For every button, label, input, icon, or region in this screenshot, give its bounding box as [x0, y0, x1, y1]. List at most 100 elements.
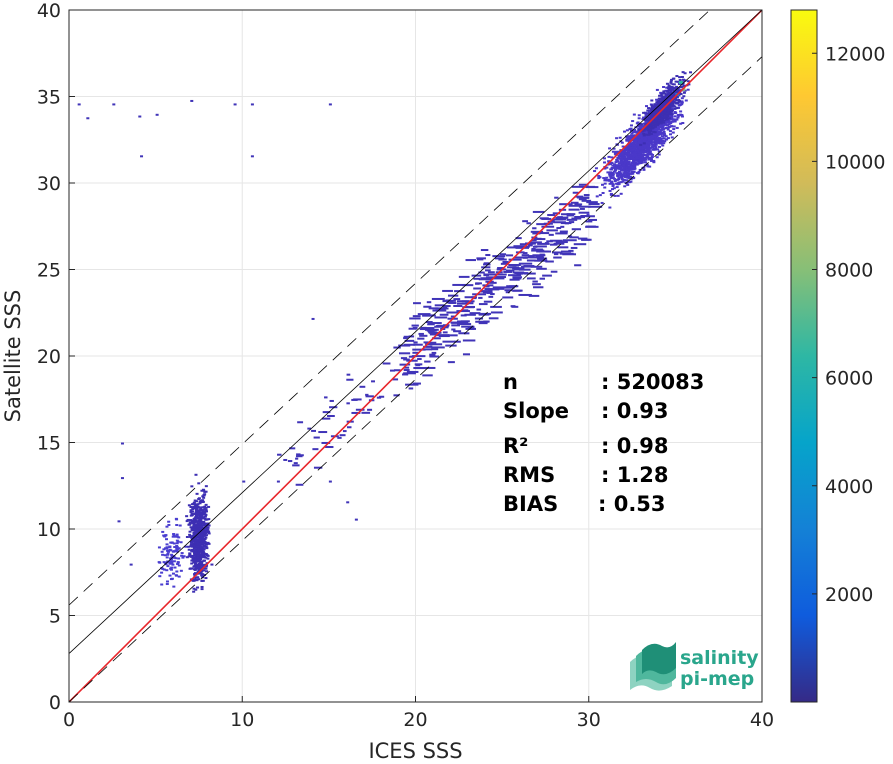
density-cell	[382, 362, 391, 365]
density-cell	[653, 131, 657, 134]
density-cell	[624, 160, 628, 163]
density-cell	[486, 291, 493, 294]
density-cell	[405, 383, 419, 386]
density-cell	[658, 136, 662, 139]
density-cell	[200, 521, 204, 524]
density-cell	[187, 504, 191, 507]
density-cell	[647, 135, 651, 138]
density-cell	[659, 112, 663, 115]
density-cell	[465, 259, 477, 262]
density-cell	[442, 340, 456, 343]
density-cell	[307, 427, 312, 430]
density-cell	[678, 76, 682, 79]
density-cell	[207, 505, 211, 508]
density-cell	[200, 489, 204, 492]
density-cell	[532, 280, 538, 283]
density-cell	[207, 542, 211, 545]
density-cell	[160, 567, 164, 570]
density-cell	[637, 144, 641, 147]
density-cell	[536, 223, 550, 226]
density-cell	[199, 542, 203, 545]
density-cell	[651, 119, 655, 122]
density-cell	[609, 182, 613, 185]
density-cell	[484, 269, 491, 272]
density-cell	[603, 161, 607, 164]
density-cell	[188, 533, 192, 536]
density-cell	[670, 120, 674, 123]
density-cell	[647, 119, 651, 122]
density-cell	[528, 255, 535, 258]
density-cell	[318, 431, 328, 434]
density-cell	[670, 113, 674, 116]
density-cell	[649, 122, 653, 125]
density-cell	[554, 196, 559, 199]
density-cell	[194, 563, 198, 566]
density-cell	[190, 526, 194, 529]
density-cell	[644, 113, 648, 116]
density-cell	[561, 216, 569, 219]
density-cell	[534, 238, 546, 241]
density-cell	[503, 270, 513, 273]
density-cell	[583, 194, 590, 197]
density-cell	[376, 396, 382, 399]
density-cell	[190, 545, 194, 548]
density-cell	[204, 565, 208, 568]
density-cell	[653, 147, 657, 150]
density-cell	[502, 261, 509, 264]
density-cell	[188, 554, 192, 557]
density-cell	[196, 503, 200, 506]
density-cell	[646, 116, 650, 119]
density-cell	[659, 132, 663, 135]
density-cell	[196, 516, 200, 519]
density-cell	[682, 91, 686, 94]
density-cell	[277, 453, 282, 456]
density-cell	[198, 544, 202, 547]
density-cell	[492, 255, 506, 258]
density-cell	[474, 317, 484, 320]
density-cell	[580, 207, 585, 210]
density-cell	[640, 161, 644, 164]
density-cell	[619, 167, 623, 170]
density-cell	[472, 293, 487, 296]
density-cell	[683, 79, 687, 82]
density-cell	[534, 248, 543, 251]
density-cell	[666, 137, 670, 140]
density-cell	[603, 186, 607, 189]
density-cell	[504, 289, 513, 292]
density-cell	[662, 121, 666, 124]
density-cell	[193, 561, 197, 564]
density-cell	[544, 242, 549, 245]
density-cell	[488, 288, 500, 291]
density-cell	[198, 549, 202, 552]
density-cell	[611, 176, 615, 179]
density-cell	[337, 436, 342, 439]
density-cell	[283, 458, 288, 461]
density-cell	[394, 369, 401, 372]
density-cell	[642, 129, 646, 132]
density-cell	[578, 211, 590, 214]
density-cell	[620, 141, 624, 144]
density-cell	[204, 536, 208, 539]
density-cell	[552, 212, 561, 215]
density-cell	[365, 393, 369, 396]
stat-label: BIAS	[503, 492, 558, 516]
density-cell	[677, 100, 681, 103]
density-cell	[646, 144, 650, 147]
density-cell	[532, 254, 546, 257]
density-cell	[378, 395, 385, 398]
density-cell	[613, 152, 617, 155]
density-cell	[181, 556, 185, 559]
density-cell	[202, 532, 206, 535]
density-cell	[354, 518, 358, 521]
line-lower-bound	[69, 56, 762, 702]
density-cell	[177, 564, 181, 567]
density-cell	[188, 567, 192, 570]
density-cell	[495, 276, 507, 279]
density-cell	[560, 225, 565, 228]
density-cell	[669, 90, 673, 93]
density-cell	[568, 249, 574, 252]
density-cell	[613, 163, 617, 166]
density-cell	[194, 511, 198, 514]
density-cell	[193, 572, 197, 575]
density-cell	[660, 126, 664, 129]
